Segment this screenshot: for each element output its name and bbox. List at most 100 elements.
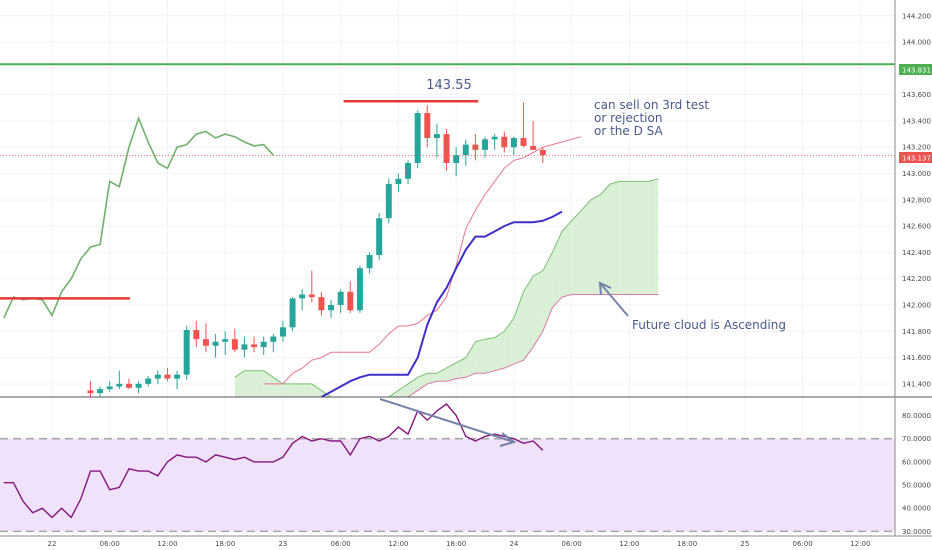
candle-body-bull	[289, 298, 296, 328]
candle-body-bull	[328, 304, 335, 311]
candle-body-bull	[183, 329, 190, 375]
cloud-segment-bull	[234, 370, 245, 397]
time-tick-label: 18:00	[215, 540, 235, 548]
price-tick-label: 142.200	[902, 275, 931, 283]
candle-body-bear	[231, 339, 238, 350]
candle-body-bull	[97, 389, 104, 394]
rsi-band	[0, 438, 895, 532]
rsi-line	[3, 403, 544, 519]
candle-body-bull	[279, 327, 286, 337]
cloud-segment-bull	[273, 377, 283, 397]
horizontal-levels	[0, 63, 895, 317]
candle-body-bull	[154, 374, 161, 379]
green-level-price-text: 143.831	[902, 67, 931, 75]
cloud-segment-bull	[282, 383, 293, 397]
cloud-segment-bull	[533, 270, 543, 348]
cloud-segment-bull	[408, 377, 418, 397]
candle-body-bull	[145, 378, 152, 384]
price-tick-label: 143.000	[902, 170, 931, 178]
candle-body-bull	[116, 383, 123, 387]
senkou-span-b-line	[234, 294, 659, 397]
price-tick-label: 143.200	[902, 144, 931, 152]
price-tick-label: 142.000	[902, 301, 931, 309]
price-tick-label: 143.400	[902, 117, 931, 125]
candle-body-bear	[347, 291, 354, 311]
time-tick-label: 06:00	[793, 540, 813, 548]
ichimoku-cloud	[234, 178, 659, 397]
candle-body-bull	[414, 113, 421, 164]
candle-body-bull	[376, 218, 383, 256]
cloud-segment-bull	[456, 357, 466, 379]
divergence-arrow-shaft	[379, 398, 515, 443]
rsi-tick-label: 40.0000	[902, 505, 931, 513]
candle-group	[87, 102, 546, 397]
candle-body-bear	[202, 339, 209, 346]
cloud-segment-bull	[629, 181, 640, 295]
time-tick-label: 12:00	[157, 540, 177, 548]
candle-body-bull	[385, 184, 392, 219]
cloud-segment-bull	[523, 276, 534, 361]
candle-body-bull	[482, 139, 489, 150]
cloud-segment-bull	[398, 383, 409, 397]
cloud-segment-bull	[590, 194, 601, 295]
green-level-price-box-bg	[899, 64, 932, 75]
candle-body-bull	[299, 294, 306, 299]
candle-body-bull	[405, 163, 412, 179]
green-level-price-box: 143.831	[899, 64, 932, 75]
price-tick-label: 144.200	[902, 12, 931, 20]
candle-body-bear	[318, 297, 325, 311]
current-price-box: 143.137	[899, 152, 932, 163]
cloud-segment-bull	[504, 318, 514, 369]
cloud-segment-bull	[542, 252, 553, 332]
candle-body-bear	[164, 374, 171, 379]
price-tick-label: 141.600	[902, 354, 931, 362]
price-tick-label: 141.400	[902, 380, 931, 388]
candle-body-bear	[125, 383, 132, 388]
time-tick-label: 24	[509, 540, 518, 548]
time-tick-label: 22	[48, 540, 57, 548]
time-tick-label: 12:00	[388, 540, 408, 548]
cloud-segment-bull	[417, 373, 428, 391]
cloud-segment-bull	[254, 370, 264, 397]
chikou-span-line	[3, 115, 274, 319]
current-price-text: 143.137	[902, 155, 931, 163]
candle-body-bull	[270, 336, 277, 342]
rsi-panel: 80.0000 70.0000 60.0000 50.0000 40.0000 30.00…	[0, 396, 932, 536]
time-tick-label: 12:00	[619, 540, 639, 548]
senkou-span-a-line	[234, 178, 659, 397]
price-tick-label: 142.400	[902, 249, 931, 257]
cloud-segment-bull	[475, 339, 486, 374]
time-tick-label: 18:00	[677, 540, 697, 548]
tenkan-sen-line	[263, 136, 582, 385]
cloud-segment-bull	[513, 291, 524, 365]
rsi-tick-label: 60.0000	[902, 458, 931, 466]
candle-body-bull	[366, 255, 373, 269]
time-axis: 22 06:00 12:00 18:00 23 06:00 12:00 18:00 24 06:0…	[0, 535, 932, 548]
candle-body-bull	[453, 155, 460, 164]
cloud-segment-bull	[436, 368, 447, 382]
candle-body-bull	[462, 144, 469, 156]
cloud-segment-bull	[244, 370, 255, 397]
candle-body-bear	[539, 149, 546, 156]
price-tick-label: 143.600	[902, 91, 931, 99]
current-price-box-bg	[899, 152, 932, 163]
candle-body-bear	[193, 329, 200, 340]
price-tick-label: 141.800	[902, 328, 931, 336]
cloud-segment-bull	[581, 199, 591, 295]
candle-body-bear	[251, 344, 258, 348]
cloud-segment-bull	[619, 181, 630, 295]
cloud-segment-bull	[311, 383, 322, 397]
candle-body-bull	[106, 386, 113, 390]
cloud-segment-bull	[465, 341, 476, 378]
cloud-segment-bull	[610, 181, 620, 295]
sell-note-line-2: or rejection	[594, 111, 662, 125]
price-tick-label: 142.800	[902, 196, 931, 204]
candle-body-bull	[491, 136, 498, 140]
cloud-area	[234, 178, 659, 397]
candlesticks	[87, 102, 546, 397]
cloud-segment-bull	[427, 373, 437, 384]
sell-note-line-1: can sell on 3rd test	[594, 98, 709, 112]
cloud-arrow-shaft	[599, 282, 629, 317]
candle-body-bear	[501, 136, 508, 148]
rsi-tick-label: 80.0000	[902, 412, 931, 420]
